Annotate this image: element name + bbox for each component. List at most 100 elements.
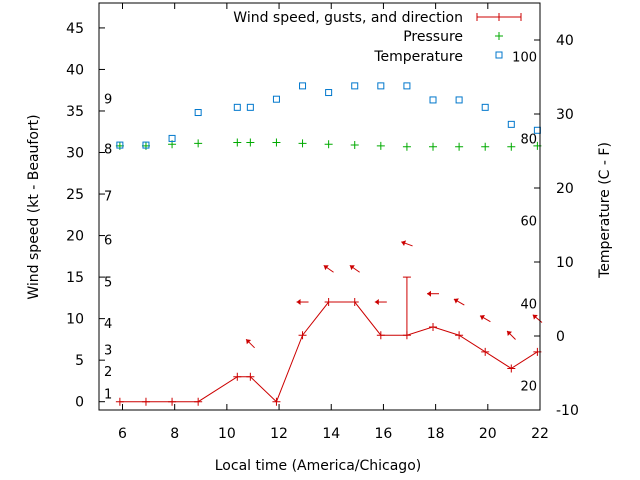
y-right-tick-label: 30 [556, 107, 574, 123]
pressure-point [402, 142, 411, 151]
wind-direction-head [532, 314, 538, 320]
fahrenheit-label: 40 [520, 297, 537, 312]
beaufort-label: 7 [104, 190, 112, 205]
wind-direction-arrow [245, 338, 255, 349]
wind-direction-arrow [453, 298, 465, 306]
pressure-point [272, 138, 281, 147]
temperature-point [325, 89, 333, 97]
pressure-point [507, 142, 516, 151]
beaufort-label: 3 [104, 343, 112, 358]
wind-direction-arrow [427, 290, 440, 297]
y-left-tick-label: 40 [66, 62, 84, 78]
beaufort-label: 9 [104, 93, 112, 108]
wind-speed-point [115, 397, 124, 406]
wind-speed-point [324, 298, 333, 307]
wind-speed-point [455, 331, 464, 340]
wind-direction-head [453, 298, 459, 304]
temperature-point [377, 82, 385, 90]
wind-direction-arrow [506, 330, 516, 340]
y-left-tick-label: 45 [66, 21, 84, 37]
wind-direction-head [323, 265, 329, 271]
temperature-point [194, 109, 202, 117]
label-layer: 6 8 10 12 14 16 18 20 22051015202530354045-10010… [66, 21, 579, 442]
y-left-tick-label: 10 [66, 312, 84, 328]
fahrenheit-label: 100 [512, 50, 537, 65]
legend-label-pressure: Pressure [403, 29, 463, 45]
pressure-point [194, 139, 203, 148]
beaufort-label: 4 [104, 317, 112, 332]
wind-speed-point [350, 298, 359, 307]
x-tick-label: 8 [170, 426, 179, 442]
legend: Wind speed, gusts, and direction Pressur… [233, 10, 522, 65]
temperature-point [246, 103, 254, 111]
fahrenheit-label: 60 [520, 215, 537, 230]
fahrenheit-label: 20 [520, 380, 537, 395]
wind-direction-head [246, 339, 252, 345]
wind-direction-head [374, 299, 379, 306]
wind-direction-head [507, 331, 513, 336]
temperature-point [272, 95, 280, 103]
x-tick-label: 18 [427, 426, 445, 442]
wind-direction-arrow [401, 240, 413, 247]
fahrenheit-label: 80 [520, 132, 537, 147]
pressure-point [246, 138, 255, 147]
y-axis-label-left: Wind speed (kt - Beaufort) [26, 114, 42, 299]
beaufort-label: 6 [104, 234, 112, 249]
temperature-point [429, 96, 437, 104]
wind-direction-arrow [479, 315, 491, 323]
wind-direction-head [480, 315, 485, 321]
pressure-point [429, 142, 438, 151]
wind-speed-point [141, 397, 150, 406]
temperature-point [168, 134, 176, 142]
y-right-tick-label: 10 [556, 255, 574, 271]
y-left-tick-label: 35 [66, 104, 84, 120]
y-left-tick-label: 15 [66, 270, 84, 286]
y-left-tick-label: 0 [75, 395, 84, 411]
legend-label-wind: Wind speed, gusts, and direction [233, 10, 463, 26]
wind-speed-point [246, 372, 255, 381]
pressure-point [376, 141, 385, 150]
wind-direction-arrow [296, 299, 309, 306]
pressure-point [324, 140, 333, 149]
wind-direction-head [296, 299, 301, 306]
x-tick-label: 6 [118, 426, 127, 442]
wind-direction-head [349, 265, 355, 271]
y-axis-label-right: Temperature (C - F) [597, 142, 613, 279]
wind-speed-point [507, 364, 516, 373]
beaufort-label: 1 [104, 387, 112, 402]
beaufort-label: 2 [104, 365, 112, 380]
y-left-tick-label: 30 [66, 146, 84, 162]
pressure-point [481, 142, 490, 151]
y-left-tick-label: 20 [66, 229, 84, 245]
legend-marker-wind-plus [495, 13, 503, 21]
temperature-point [116, 141, 124, 149]
y-right-tick-label: -10 [556, 403, 579, 419]
x-tick-label: 16 [375, 426, 393, 442]
y-left-tick-label: 25 [66, 187, 84, 203]
y-right-tick-label: 40 [556, 33, 574, 49]
wind-direction-arrow [374, 299, 387, 306]
x-axis-label: Local time (America/Chicago) [215, 458, 421, 474]
pressure-point [298, 139, 307, 148]
temperature-point [455, 96, 463, 104]
pressure-point [350, 141, 359, 150]
wind-speed-point [481, 347, 490, 356]
x-tick-label: 20 [479, 426, 497, 442]
temperature-point [299, 82, 307, 90]
legend-marker-pressure [495, 32, 503, 40]
wind-direction-head [427, 290, 432, 297]
wind-direction-head [401, 240, 407, 247]
temperature-point [403, 82, 411, 90]
series-layer [115, 82, 543, 406]
wind-speed-point [194, 397, 203, 406]
y-right-tick-label: 20 [556, 181, 574, 197]
legend-marker-temperature [495, 51, 503, 59]
pressure-point [233, 138, 242, 147]
y-right-tick-label: 0 [556, 329, 565, 345]
x-tick-label: 10 [218, 426, 236, 442]
beaufort-label: 5 [104, 275, 112, 290]
temperature-point [507, 120, 515, 128]
y-left-tick-label: 5 [75, 353, 84, 369]
